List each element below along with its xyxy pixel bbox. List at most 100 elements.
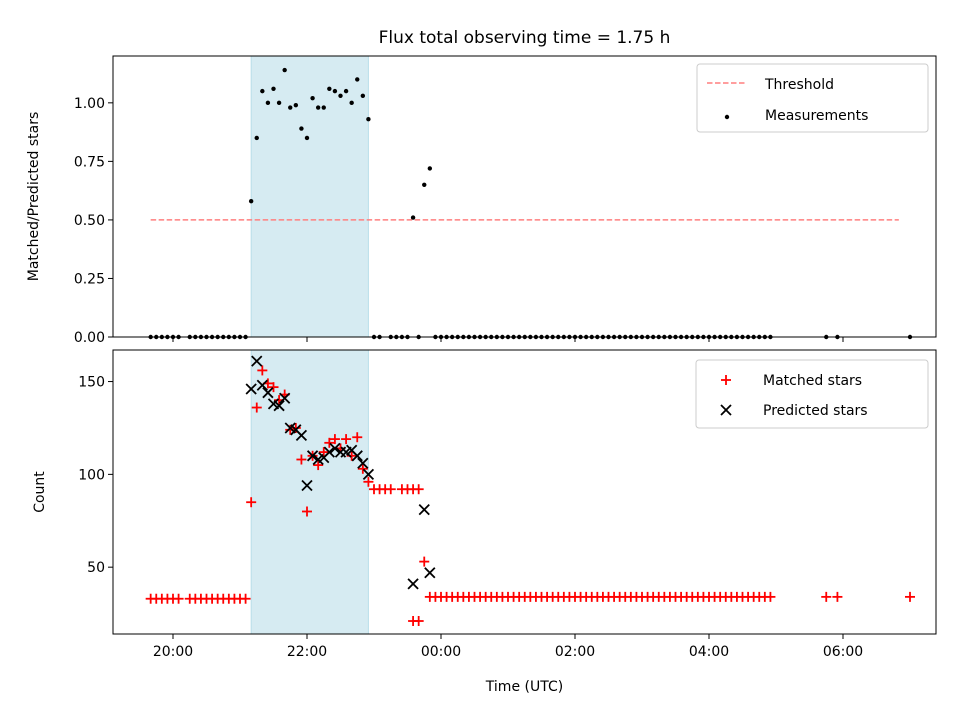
matched-star-marker (413, 484, 424, 495)
x-tick-label: 00:00 (421, 644, 461, 660)
measurement-point (315, 105, 321, 110)
legend-measurements-swatch (724, 114, 730, 120)
matched-star-marker (352, 432, 363, 443)
predicted-star-marker (351, 450, 363, 462)
predicted-star-marker (424, 567, 436, 579)
matched-star-marker (324, 437, 335, 448)
predicted-star-marker (273, 400, 285, 412)
matched-star-marker (341, 434, 352, 445)
legend-matched-label: Matched stars (763, 373, 862, 389)
measurement-point (271, 86, 276, 91)
y-tick-label: 0.25 (74, 271, 105, 287)
x-tick-label: 22:00 (287, 644, 327, 660)
measurement-point (265, 100, 271, 106)
x-tick-label: 06:00 (823, 644, 863, 660)
matched-star-marker (329, 434, 340, 445)
measurement-point (282, 67, 287, 73)
measurement-point (349, 100, 354, 106)
x-tick-label: 02:00 (555, 644, 595, 660)
top-legend-box (696, 63, 929, 133)
y-tick-label: 50 (87, 560, 105, 576)
matched-star-marker (296, 454, 307, 465)
top-shaded-region (250, 55, 369, 338)
measurement-point (327, 86, 332, 91)
y-tick-label: 100 (78, 467, 105, 483)
measurement-point (321, 105, 326, 110)
predicted-star-marker (262, 387, 274, 399)
matched-star-marker (346, 450, 357, 461)
measurement-point (260, 88, 265, 94)
measurement-point (366, 117, 371, 122)
y-tick-label: 1.00 (74, 96, 105, 112)
measurement-point (248, 198, 254, 204)
matched-star-marker (313, 460, 324, 471)
x-tick-label: 20:00 (153, 644, 193, 660)
measurement-point (427, 166, 433, 171)
matched-star-marker (268, 382, 279, 393)
measurement-point (299, 126, 304, 131)
bottom-legend-box (695, 359, 929, 429)
matched-star-marker (257, 365, 268, 376)
predicted-star-marker (245, 383, 257, 395)
top-y-ticks: 0.00 0.25 0.50 0.75 1.00 (74, 96, 113, 346)
matched-star-marker (290, 422, 301, 433)
matched-star-marker (240, 593, 251, 604)
predicted-star-marker (407, 578, 419, 590)
bottom-y-ticks: 50 100 150 (78, 375, 113, 576)
bottom-y-axis-label: Count (32, 471, 48, 513)
predicted-star-marker (306, 450, 319, 462)
matched-star-marker (821, 591, 832, 602)
legend-measurements-label: Measurements (765, 108, 868, 124)
matched-star-marker (173, 593, 184, 604)
matched-star-marker (419, 556, 430, 567)
measurement-point (355, 77, 360, 82)
measurement-point (288, 105, 293, 110)
measurement-point (332, 88, 338, 94)
predicted-star-marker (357, 457, 369, 469)
measurement-point (310, 95, 315, 101)
measurement-point (304, 135, 310, 141)
matched-star-marker (302, 506, 312, 517)
predicted-star-marker (329, 442, 341, 455)
measurement-point (293, 102, 299, 108)
measurement-point (422, 182, 427, 187)
matched-star-marker (251, 402, 262, 413)
top-panel: 0.00 0.25 0.50 0.75 1.00 Flux total observin… (26, 28, 937, 346)
measurement-point (360, 93, 366, 99)
top-legend: Threshold Measurements (696, 63, 929, 133)
matched-star-marker (363, 476, 374, 487)
x-axis-label: Time (UTC) (485, 679, 563, 695)
bottom-shaded-region (250, 349, 369, 635)
matched-star-marker (357, 463, 368, 474)
predicted-star-marker (251, 355, 263, 367)
measurement-point (254, 135, 259, 141)
matched-star-marker (765, 591, 776, 602)
bottom-legend: Matched stars Predicted stars (695, 359, 929, 429)
predicted-stars-points (245, 355, 436, 590)
measurement-point (276, 100, 282, 106)
measurement-point (410, 215, 416, 220)
legend-matched-swatch (721, 375, 731, 385)
predicted-star-marker (301, 479, 313, 492)
matched-star-marker (246, 497, 257, 508)
chart-title: Flux total observing time = 1.75 h (379, 28, 671, 48)
legend-predicted-label: Predicted stars (763, 403, 868, 419)
matched-star-marker (721, 375, 731, 385)
top-x-ticks (172, 337, 844, 342)
x-tick-label: 04:00 (689, 644, 729, 660)
y-tick-label: 0.00 (74, 330, 105, 346)
legend-predicted-swatch (720, 404, 732, 416)
matched-star-marker (832, 591, 843, 602)
y-tick-label: 0.50 (74, 213, 105, 229)
matched-star-marker (413, 616, 424, 627)
y-tick-label: 0.75 (74, 154, 105, 170)
matched-star-marker (385, 484, 396, 495)
matched-star-marker (905, 591, 915, 602)
predicted-star-marker (279, 392, 291, 404)
measurement-point (338, 93, 343, 99)
matched-star-marker (318, 447, 329, 458)
y-tick-label: 150 (78, 375, 105, 391)
predicted-star-marker (256, 379, 268, 391)
predicted-star-marker (323, 446, 335, 458)
